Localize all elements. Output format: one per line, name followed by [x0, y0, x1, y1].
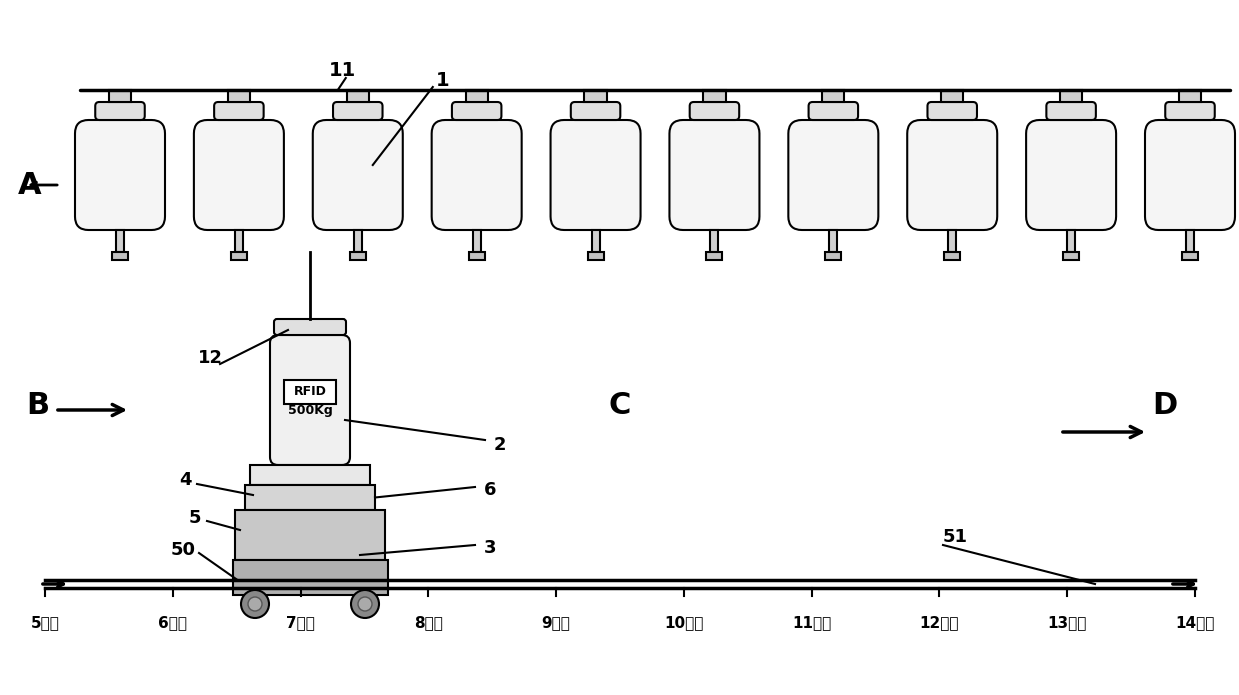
- Circle shape: [351, 590, 379, 618]
- Bar: [1061, 90, 1082, 102]
- Bar: [825, 252, 841, 260]
- FancyBboxPatch shape: [452, 102, 502, 120]
- Text: 4: 4: [178, 471, 191, 489]
- Bar: [706, 252, 722, 260]
- Bar: [235, 510, 385, 560]
- Bar: [109, 90, 131, 102]
- FancyBboxPatch shape: [928, 102, 978, 120]
- FancyBboxPatch shape: [1145, 120, 1235, 230]
- Text: 50: 50: [171, 541, 196, 559]
- Text: A: A: [19, 170, 42, 199]
- Bar: [233, 560, 388, 595]
- Text: 6: 6: [483, 481, 497, 499]
- Text: 3: 3: [483, 539, 497, 557]
- Bar: [591, 230, 600, 252]
- FancyBboxPatch shape: [76, 120, 165, 230]
- Bar: [1186, 230, 1194, 252]
- FancyBboxPatch shape: [95, 102, 145, 120]
- FancyBboxPatch shape: [1165, 102, 1214, 120]
- Bar: [116, 230, 124, 252]
- FancyBboxPatch shape: [274, 319, 346, 335]
- Bar: [235, 230, 243, 252]
- FancyBboxPatch shape: [193, 120, 284, 230]
- FancyBboxPatch shape: [333, 102, 383, 120]
- Bar: [284, 380, 336, 404]
- Text: 10号位: 10号位: [664, 615, 704, 630]
- Bar: [245, 485, 375, 510]
- Bar: [349, 252, 366, 260]
- Text: RFID: RFID: [294, 384, 326, 398]
- Bar: [347, 90, 369, 102]
- FancyBboxPatch shape: [550, 120, 641, 230]
- Bar: [466, 90, 488, 102]
- Text: 8号位: 8号位: [414, 615, 442, 630]
- Text: 5: 5: [188, 509, 201, 527]
- Bar: [942, 90, 964, 102]
- FancyBboxPatch shape: [690, 102, 740, 120]
- Text: 51: 51: [943, 528, 968, 546]
- FancyBboxPatch shape: [1026, 120, 1116, 230]
- FancyBboxPatch shape: [809, 102, 859, 120]
- Bar: [112, 252, 128, 260]
- FancyBboxPatch shape: [214, 102, 264, 120]
- Text: B: B: [26, 391, 50, 420]
- FancyBboxPatch shape: [669, 120, 760, 230]
- Text: 1: 1: [436, 70, 450, 90]
- Bar: [250, 465, 370, 485]
- Text: C: C: [608, 391, 631, 420]
- FancyBboxPatch shape: [907, 120, 997, 230]
- Text: 500Kg: 500Kg: [287, 404, 332, 416]
- Circle shape: [248, 597, 261, 611]
- FancyBboxPatch shape: [312, 120, 403, 230]
- Circle shape: [358, 597, 372, 611]
- Bar: [228, 90, 250, 102]
- Bar: [472, 230, 481, 252]
- Bar: [468, 252, 484, 260]
- Bar: [585, 90, 607, 102]
- Text: 6号位: 6号位: [159, 615, 187, 630]
- Text: 5号位: 5号位: [31, 615, 59, 630]
- Text: 2: 2: [494, 436, 507, 454]
- Bar: [829, 230, 838, 252]
- FancyBboxPatch shape: [431, 120, 522, 230]
- Bar: [948, 230, 957, 252]
- Text: 12号位: 12号位: [919, 615, 959, 630]
- Text: 11号位: 11号位: [792, 615, 831, 630]
- Bar: [1178, 90, 1201, 102]
- FancyBboxPatch shape: [270, 335, 349, 465]
- Text: 9号位: 9号位: [541, 615, 570, 630]
- Text: D: D: [1152, 391, 1177, 420]
- Bar: [704, 90, 726, 102]
- FancyBboxPatch shape: [1047, 102, 1095, 120]
- Text: 13号位: 13号位: [1047, 615, 1087, 630]
- Circle shape: [242, 590, 269, 618]
- Bar: [354, 230, 362, 252]
- Text: 12: 12: [197, 349, 223, 367]
- Text: 11: 11: [330, 60, 357, 79]
- Text: 7号位: 7号位: [286, 615, 315, 630]
- Bar: [1063, 252, 1079, 260]
- Bar: [710, 230, 719, 252]
- Bar: [230, 252, 247, 260]
- Text: 14号位: 14号位: [1176, 615, 1214, 630]
- Bar: [944, 252, 960, 260]
- FancyBboxPatch shape: [571, 102, 621, 120]
- Bar: [823, 90, 845, 102]
- Bar: [1182, 252, 1198, 260]
- Bar: [1067, 230, 1075, 252]
- FancyBboxPatch shape: [788, 120, 878, 230]
- Bar: [587, 252, 603, 260]
